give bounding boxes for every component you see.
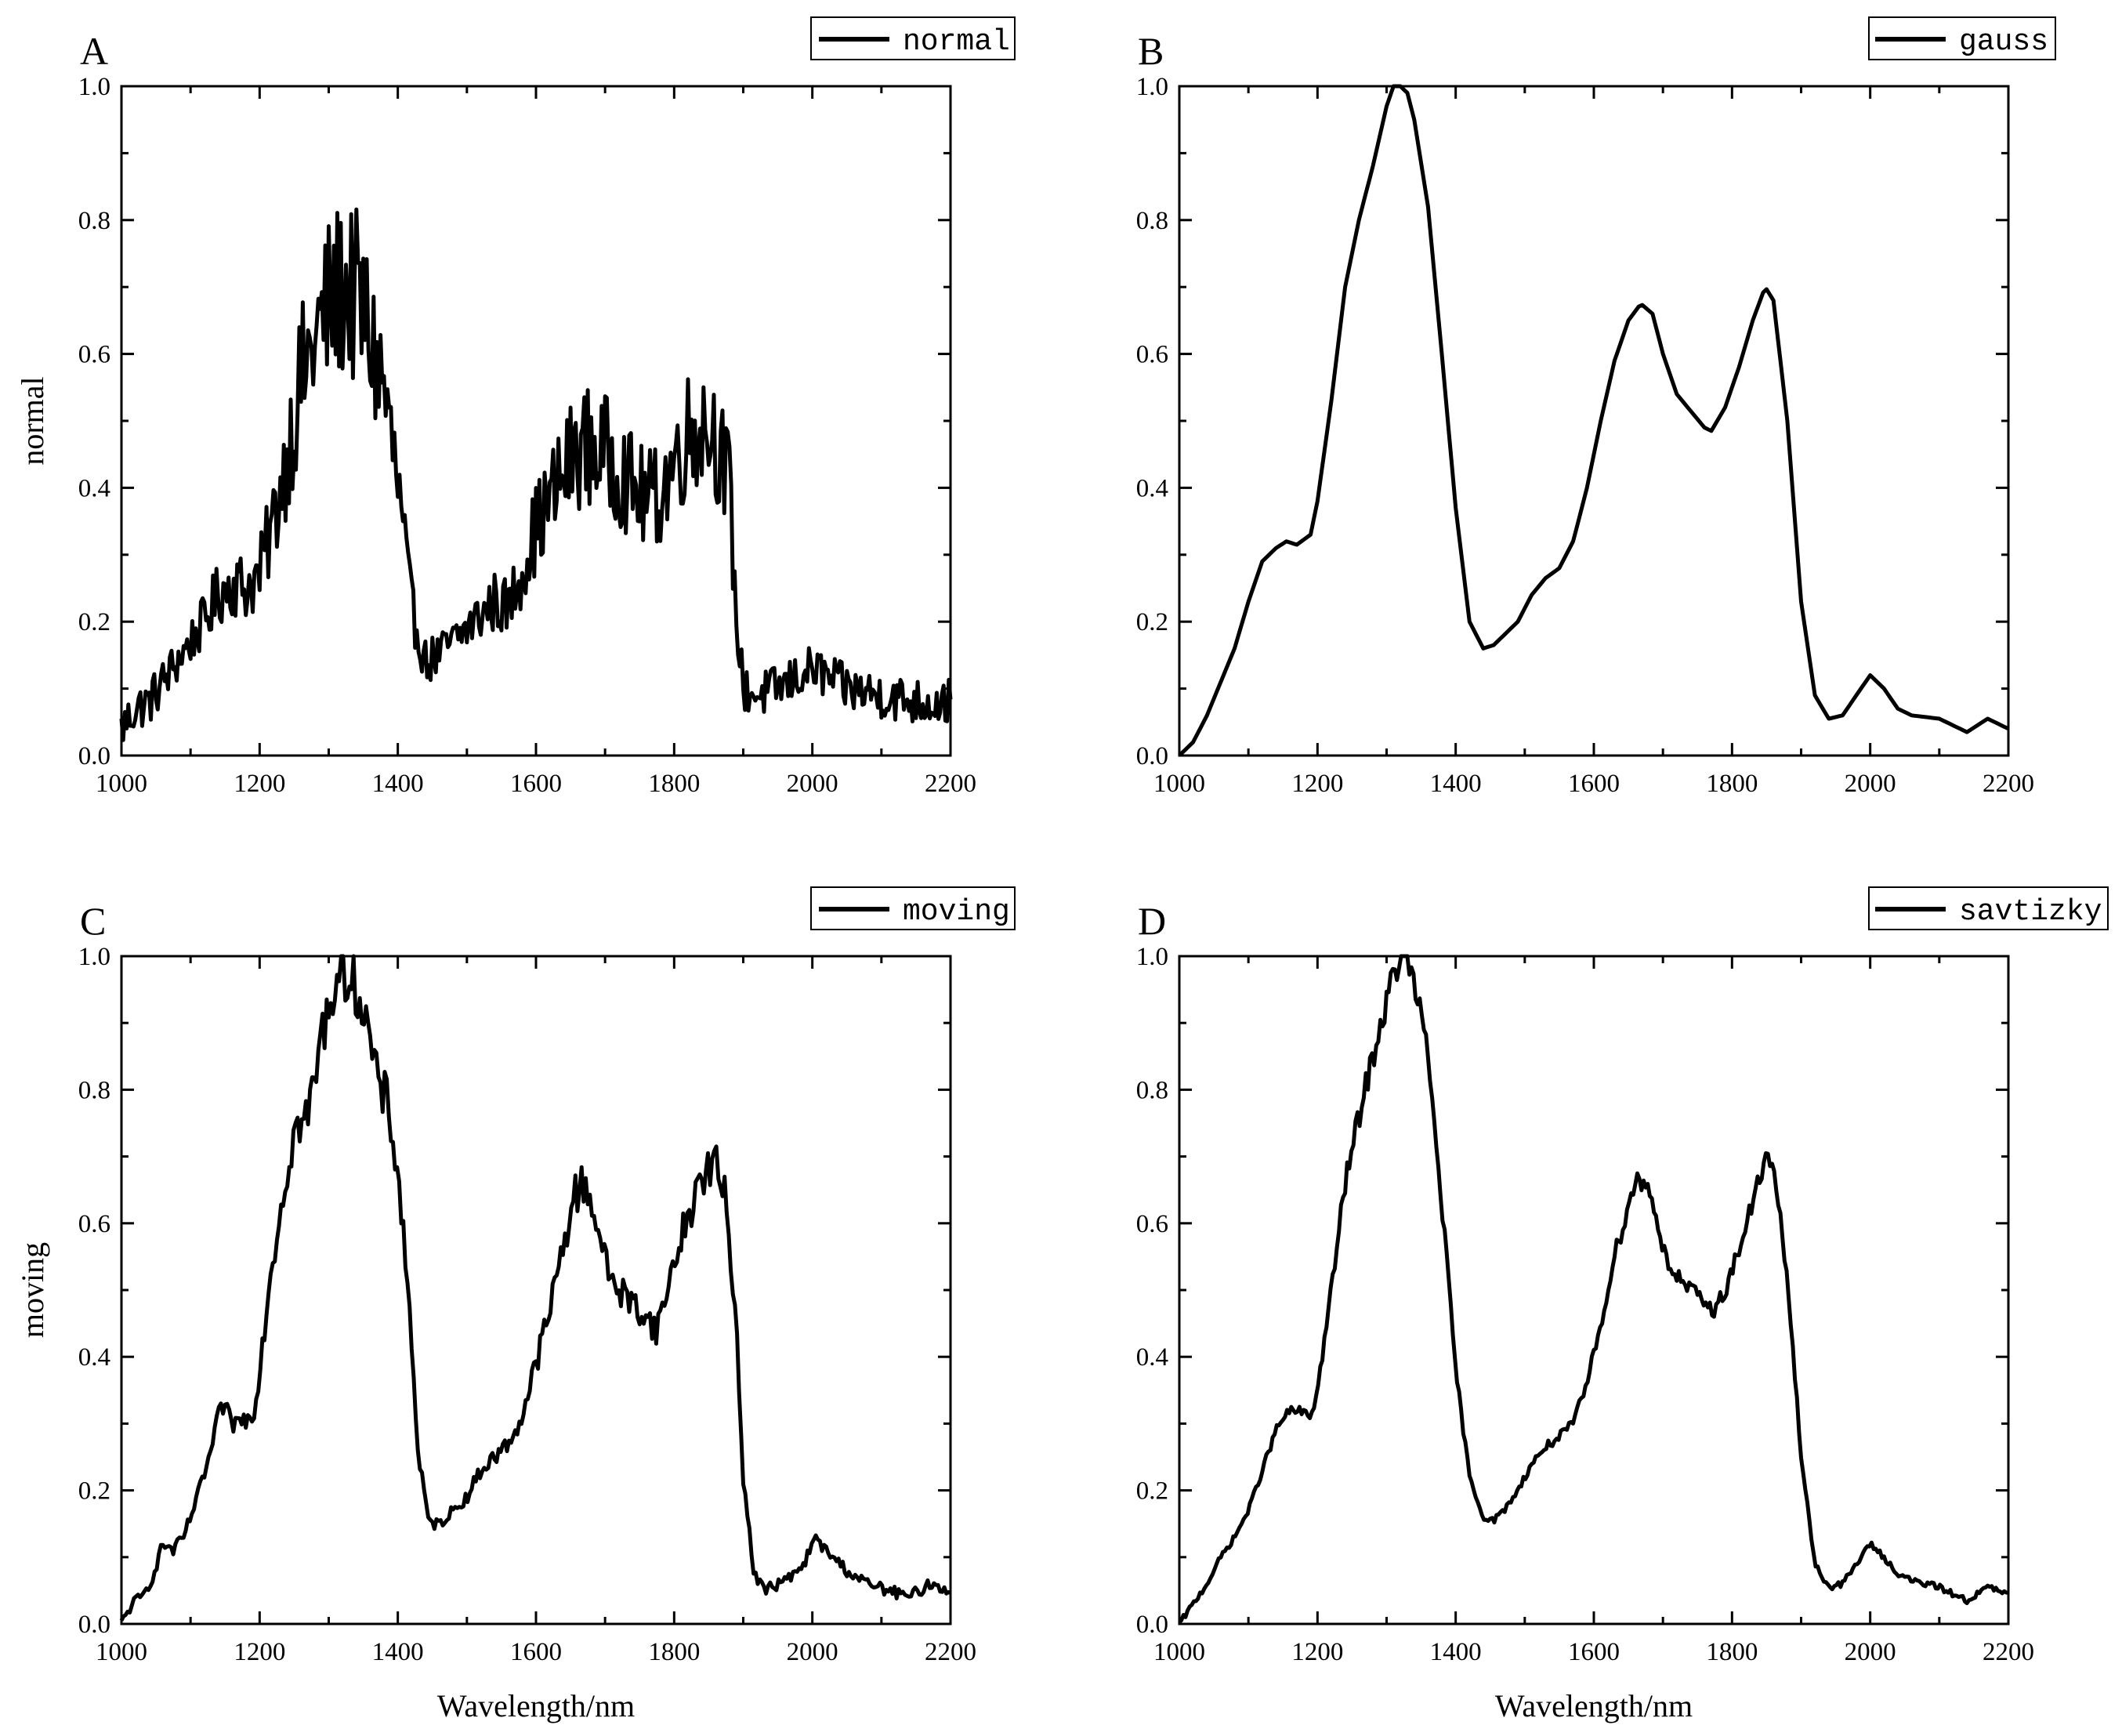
x-tick-label: 1600 <box>1568 770 1620 798</box>
plot-area: 1000 1200 1400 1600 1800 2000 2200 0.0 0.2 0.4 0.6… <box>1136 943 2034 1666</box>
y-tick-label: 0.0 <box>1136 742 1168 770</box>
y-tick-label: 0.8 <box>1136 1076 1168 1104</box>
x-tick-label: 1800 <box>648 1638 700 1666</box>
plot-area: 1000 1200 1400 1600 1800 2000 2200 0.0 0.2 0.4 0.6… <box>1136 73 2034 798</box>
series-line-moving <box>119 954 951 1622</box>
x-tick-label: 1800 <box>648 770 700 798</box>
x-tick-label: 1200 <box>234 770 285 798</box>
y-tick-label: 0.4 <box>1136 1343 1168 1372</box>
panel-a: A normal normal 1000 1200 1400 1600 1800 2000… <box>15 16 1016 798</box>
plot-area: 1000 1200 1400 1600 1800 2000 2200 0.0 0.2 0.4 0.6… <box>78 73 976 798</box>
x-tick-label: 1400 <box>372 770 424 798</box>
x-tick-label: 1800 <box>1706 1638 1758 1666</box>
y-tick-label: 1.0 <box>78 73 110 101</box>
y-tick-label: 0.6 <box>1136 1210 1168 1238</box>
y-tick-label: 0.4 <box>78 1343 110 1372</box>
y-tick-label: 0.0 <box>78 742 110 770</box>
series-line-gauss <box>1178 84 2010 757</box>
legend-label: gauss <box>1959 25 2048 59</box>
legend: normal <box>810 16 1016 60</box>
panel-c: C moving moving Wavelength/nm 1000 1200 14… <box>15 886 1016 1723</box>
x-tick-label: 2000 <box>787 1638 838 1666</box>
plot-area: 1000 1200 1400 1600 1800 2000 2200 0.0 0.2 0.4 0.6… <box>78 943 976 1666</box>
x-axis-label: Wavelength/nm <box>1495 1688 1693 1723</box>
panel-letter: C <box>80 899 106 943</box>
y-axis-label: normal <box>15 376 50 465</box>
x-tick-label: 1400 <box>1430 770 1482 798</box>
x-tick-label: 1000 <box>1153 1638 1205 1666</box>
y-tick-label: 0.2 <box>78 1477 110 1506</box>
x-tick-label: 1600 <box>510 770 562 798</box>
y-tick-label: 0.0 <box>78 1611 110 1639</box>
legend: savtizky <box>1868 886 2109 930</box>
series-line-savtizky <box>1178 954 2009 1624</box>
y-tick-label: 1.0 <box>1136 73 1168 101</box>
x-tick-label: 1000 <box>96 770 147 798</box>
panel-letter: B <box>1138 29 1164 73</box>
x-tick-label: 2000 <box>787 770 838 798</box>
panel-letter: A <box>80 29 108 73</box>
legend: moving <box>810 886 1016 930</box>
x-tick-label: 2000 <box>1845 770 1896 798</box>
legend-label: moving <box>903 895 1010 929</box>
x-tick-label: 1600 <box>1568 1638 1620 1666</box>
series-line-normal <box>119 207 953 742</box>
y-axis-label: moving <box>15 1242 50 1338</box>
legend-label: normal <box>903 25 1010 59</box>
x-tick-label: 2200 <box>1983 1638 2034 1666</box>
legend: gauss <box>1868 16 2056 60</box>
y-tick-label: 0.6 <box>78 341 110 369</box>
y-tick-label: 0.2 <box>1136 608 1168 636</box>
x-tick-label: 1800 <box>1706 770 1758 798</box>
x-tick-label: 1200 <box>1291 1638 1343 1666</box>
x-tick-label: 1400 <box>1430 1638 1482 1666</box>
x-tick-label: 1200 <box>234 1638 285 1666</box>
y-tick-label: 0.0 <box>1136 1611 1168 1639</box>
y-tick-label: 0.2 <box>1136 1477 1168 1506</box>
y-tick-label: 0.4 <box>78 474 110 502</box>
y-tick-label: 0.2 <box>78 608 110 636</box>
x-tick-label: 1000 <box>1153 770 1205 798</box>
panel-d: D savtizky Wavelength/nm 1000 1200 1400 160… <box>1136 886 2109 1723</box>
x-tick-label: 2200 <box>925 770 976 798</box>
panel-letter: D <box>1138 899 1166 943</box>
x-tick-label: 2200 <box>925 1638 976 1666</box>
y-tick-label: 0.6 <box>78 1210 110 1238</box>
x-axis-label: Wavelength/nm <box>437 1688 635 1723</box>
x-tick-label: 2200 <box>1983 770 2034 798</box>
x-tick-label: 1200 <box>1291 770 1343 798</box>
x-tick-label: 1600 <box>510 1638 562 1666</box>
y-tick-label: 1.0 <box>1136 943 1168 971</box>
y-tick-label: 0.4 <box>1136 474 1168 502</box>
y-tick-label: 0.8 <box>1136 207 1168 235</box>
legend-label: savtizky <box>1959 895 2102 929</box>
y-tick-label: 0.8 <box>78 207 110 235</box>
x-tick-label: 2000 <box>1845 1638 1896 1666</box>
y-tick-label: 1.0 <box>78 943 110 971</box>
y-tick-label: 0.8 <box>78 1076 110 1104</box>
y-tick-label: 0.6 <box>1136 341 1168 369</box>
panel-b: B gauss 1000 1200 1400 1600 1800 2000 2200 0.0 0… <box>1136 16 2056 798</box>
x-tick-label: 1400 <box>372 1638 424 1666</box>
x-tick-label: 1000 <box>96 1638 147 1666</box>
